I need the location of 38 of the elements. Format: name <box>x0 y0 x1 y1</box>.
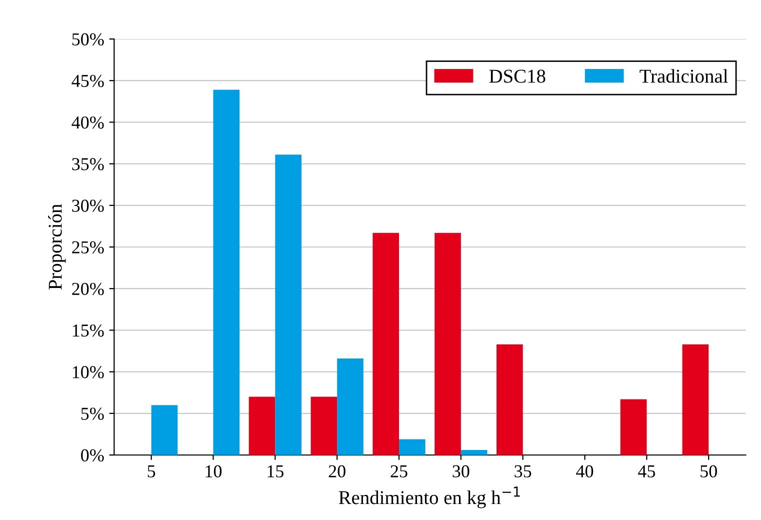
x-axis-title: Rendimiento en kg h$^{−1}$ <box>338 486 520 508</box>
y-tick-label: 35% <box>72 158 104 170</box>
bar <box>151 405 178 455</box>
bar <box>434 232 461 455</box>
x-tick-label: 30 <box>452 465 470 478</box>
bar <box>620 399 647 455</box>
legend-label: Tradicional <box>640 69 728 83</box>
y-tick-label: 45% <box>72 74 104 88</box>
x-tick-label: 40 <box>576 465 594 478</box>
x-tick-label: 10 <box>206 465 222 478</box>
y-tick-label: 5% <box>81 408 104 420</box>
y-tick-label: 20% <box>72 282 104 296</box>
y-tick-label: 15% <box>72 324 104 337</box>
x-tick-label: 5 <box>148 465 156 478</box>
x-tick-label: 15 <box>268 465 284 478</box>
y-tick-label: 10% <box>72 366 104 378</box>
y-tick-label: 25% <box>72 241 104 254</box>
bar <box>496 344 523 455</box>
bar <box>310 396 338 455</box>
bar <box>213 90 240 455</box>
x-tick-label: 20 <box>328 465 346 478</box>
x-tick-label: 50 <box>700 465 717 478</box>
bar <box>399 439 426 455</box>
y-tick-label: 0% <box>81 449 104 462</box>
legend-label: DSC18 <box>489 70 546 83</box>
x-tick-label: 45 <box>638 465 656 478</box>
x-tick-label: 35 <box>514 465 532 478</box>
y-axis-title: Proporción <box>48 204 66 290</box>
y-tick-label: 50% <box>72 33 104 46</box>
bar <box>248 396 276 455</box>
bar <box>337 358 364 455</box>
bar <box>372 232 400 455</box>
x-tick-label: 25 <box>390 465 408 478</box>
y-tick-label: 40% <box>72 116 104 129</box>
bar <box>682 344 709 455</box>
bar <box>460 450 488 455</box>
bar <box>275 154 302 455</box>
y-tick-label: 30% <box>72 200 104 212</box>
